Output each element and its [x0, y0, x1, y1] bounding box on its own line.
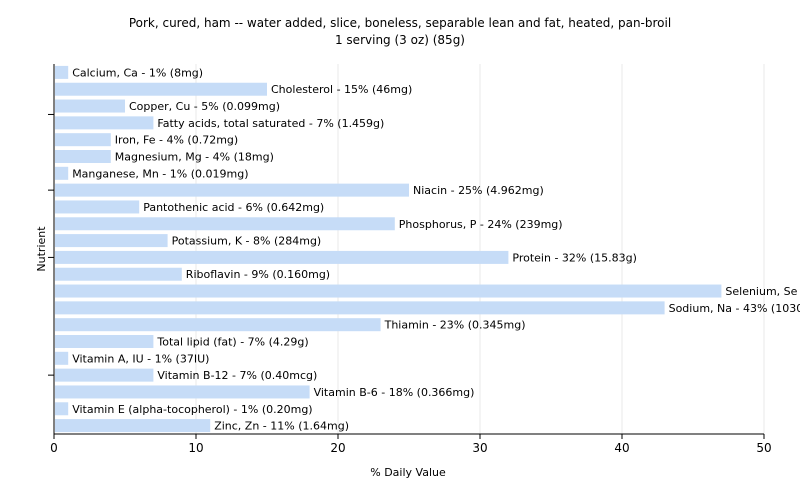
bar-label: Iron, Fe - 4% (0.72mg) — [115, 134, 238, 147]
bar-label: Riboflavin - 9% (0.160mg) — [186, 268, 330, 281]
bar — [55, 402, 69, 416]
x-tick-label: 40 — [614, 441, 629, 455]
x-tick-label: 30 — [472, 441, 487, 455]
bar — [55, 133, 111, 147]
bar-label: Niacin - 25% (4.962mg) — [413, 184, 544, 197]
bars-group: Calcium, Ca - 1% (8mg) Cholesterol - 15% … — [55, 65, 800, 433]
bar-label: Magnesium, Mg - 4% (18mg) — [115, 151, 274, 164]
bar-label: Sodium, Na - 43% (1030mg) — [669, 302, 800, 315]
bar — [55, 284, 722, 298]
bar-label: Vitamin B-6 - 18% (0.366mg) — [314, 386, 475, 399]
bar — [55, 150, 111, 163]
chart-subtitle: 1 serving (3 oz) (85g) — [335, 33, 465, 47]
x-tick-label: 10 — [188, 441, 203, 455]
x-axis-label: % Daily Value — [370, 466, 446, 479]
bar-label: Selenium, Se - 47% (33.0mcg) — [725, 285, 800, 298]
bar-label: Thiamin - 23% (0.345mg) — [384, 319, 526, 332]
bar — [55, 217, 395, 231]
bar — [55, 183, 409, 197]
bar-label: Copper, Cu - 5% (0.099mg) — [129, 100, 280, 113]
bar — [55, 166, 69, 180]
bar-label: Potassium, K - 8% (284mg) — [172, 235, 322, 248]
bar — [55, 335, 154, 348]
bar — [55, 250, 509, 264]
x-tick-label: 50 — [756, 441, 771, 455]
bar-label: Cholesterol - 15% (46mg) — [271, 83, 412, 96]
bar-label: Vitamin B-12 - 7% (0.40mcg) — [157, 369, 317, 382]
grid-lines — [195, 64, 765, 434]
bar — [55, 234, 168, 248]
bar-label: Total lipid (fat) - 7% (4.29g) — [156, 336, 308, 349]
bar-label: Manganese, Mn - 1% (0.019mg) — [72, 167, 248, 180]
bar — [55, 65, 69, 79]
bar — [55, 116, 154, 130]
bar-label: Pantothenic acid - 6% (0.642mg) — [143, 201, 324, 214]
bar-label: Fatty acids, total saturated - 7% (1.459… — [157, 117, 384, 130]
bar — [55, 267, 182, 281]
bar — [55, 82, 267, 96]
bar — [55, 99, 125, 113]
bar — [55, 301, 665, 315]
bar — [55, 368, 154, 382]
bar-label: Zinc, Zn - 11% (1.64mg) — [214, 420, 349, 433]
bar-label: Calcium, Ca - 1% (8mg) — [72, 66, 203, 79]
bar — [55, 419, 211, 433]
bar-label: Phosphorus, P - 24% (239mg) — [399, 218, 563, 231]
axes-group: 0 10 20 30 40 50 — [48, 64, 772, 455]
bar — [55, 351, 69, 365]
x-tick-label: 0 — [50, 441, 58, 455]
bar-label: Vitamin E (alpha-tocopherol) - 1% (0.20m… — [72, 403, 312, 416]
bar-label: Vitamin A, IU - 1% (37IU) — [72, 352, 209, 365]
chart-title: Pork, cured, ham -- water added, slice, … — [129, 16, 671, 30]
bar — [55, 318, 381, 332]
bar-label: Protein - 32% (15.83g) — [512, 251, 637, 264]
bar — [55, 385, 310, 399]
x-tick-label: 20 — [330, 441, 345, 455]
bar — [55, 200, 140, 214]
y-axis-label: Nutrient — [35, 226, 48, 272]
